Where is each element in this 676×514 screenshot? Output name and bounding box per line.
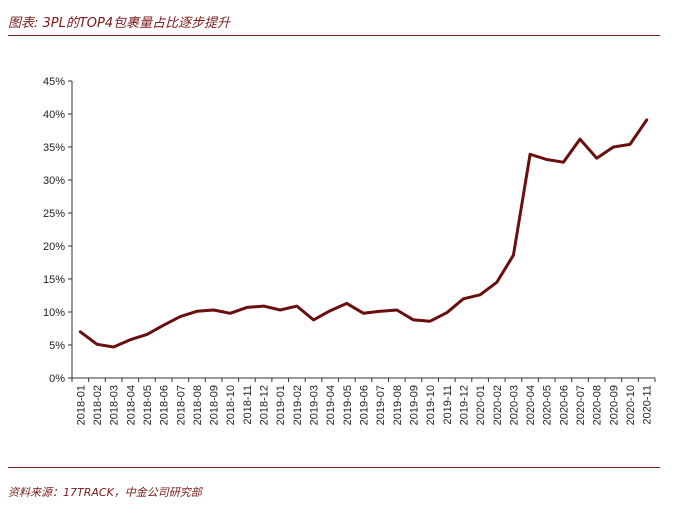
data-point: [445, 311, 448, 314]
x-tick-label: 2018-02: [92, 385, 104, 425]
x-tick-label: 2019-08: [392, 385, 404, 425]
x-tick-label: 2018-01: [75, 385, 87, 425]
x-tick-label: 2018-11: [242, 385, 254, 425]
x-tick-label: 2019-03: [309, 385, 321, 425]
x-tick-label: 2020-05: [542, 385, 554, 425]
x-tick-label: 2020-07: [575, 385, 587, 425]
x-tick-label: 2018-08: [192, 385, 204, 425]
x-tick-label: 2018-04: [125, 385, 137, 425]
y-tick-label: 35%: [43, 142, 65, 154]
data-point: [262, 304, 265, 308]
data-point: [378, 310, 382, 313]
y-axis: 0% 5% 10% 15% 20% 25% 30% 35% 40% 45%: [43, 76, 73, 385]
data-point: [528, 153, 532, 156]
x-tick-label: 2019-09: [408, 385, 420, 425]
x-tick-label: 2018-03: [109, 385, 121, 425]
source-divider: [8, 467, 660, 468]
line-chart: 0%5%10%15%20%25%30%35%40%45% 2018-01 2018…: [43, 76, 656, 425]
x-tick-label: 2020-01: [475, 385, 487, 425]
series-line-group: [78, 118, 649, 349]
x-tick-label: 2018-06: [159, 385, 171, 425]
data-point: [112, 345, 115, 349]
data-point: [295, 304, 299, 308]
x-tick-label: 2019-05: [342, 385, 354, 425]
data-point: [412, 318, 415, 322]
y-tick-label: 15%: [43, 274, 65, 286]
data-point: [362, 312, 365, 315]
data-point: [512, 254, 515, 257]
data-point: [395, 308, 399, 312]
x-tick-label: 2020-08: [592, 385, 604, 425]
title-divider: [8, 35, 660, 36]
data-point: [279, 308, 282, 312]
x-tick-label: 2019-11: [442, 385, 454, 425]
x-tick-label: 2019-07: [375, 385, 387, 425]
data-point: [345, 302, 349, 305]
x-tick-label: 2019-04: [325, 385, 337, 425]
x-tick-label: 2020-11: [642, 385, 654, 425]
data-point: [478, 293, 482, 297]
x-tick-label: 2018-07: [175, 385, 187, 425]
data-point: [195, 310, 199, 313]
y-tick-label: 5%: [49, 340, 65, 352]
x-tick-label: 2018-12: [259, 385, 271, 425]
x-tick-label: 2018-10: [225, 385, 237, 425]
data-point: [79, 330, 82, 333]
data-point: [595, 157, 598, 160]
y-tick-label: 30%: [43, 175, 65, 187]
source-note: 资料来源：17TRACK，中金公司研究部: [8, 486, 202, 499]
data-point: [245, 306, 249, 309]
data-point: [545, 158, 548, 161]
data-point: [562, 160, 565, 164]
x-tick-label: 2018-09: [209, 385, 221, 425]
x-tick-label: 2020-03: [508, 385, 520, 425]
y-tick-label: 25%: [43, 208, 65, 220]
data-point: [462, 297, 465, 300]
x-tick-label: 2018-05: [142, 385, 154, 425]
data-point: [495, 281, 498, 284]
y-tick-label: 20%: [43, 241, 65, 253]
x-tick-label: 2019-12: [458, 385, 470, 425]
x-tick-label: 2020-06: [558, 385, 570, 425]
chart-title: 图表: 3PL的TOP4包裹量占比逐步提升: [8, 16, 231, 31]
x-tick-label: 2020-09: [608, 385, 620, 425]
data-point: [428, 320, 432, 323]
data-point: [612, 145, 615, 149]
x-tick-label: 2019-01: [275, 385, 287, 425]
y-tick-label: 40%: [43, 109, 65, 121]
x-axis: 2018-01 2018-02 2018-03 2018-04 2018-05 2018-…: [71, 377, 656, 425]
y-tick-label: 45%: [43, 76, 65, 88]
y-tick-label: 0%: [49, 373, 65, 385]
x-tick-label: 2019-06: [359, 385, 371, 425]
data-point: [129, 338, 132, 341]
data-point: [179, 315, 182, 318]
data-point: [628, 143, 632, 146]
data-point: [328, 309, 332, 312]
data-point: [212, 308, 215, 312]
data-point: [162, 324, 165, 327]
data-point: [145, 333, 149, 336]
x-tick-label: 2020-04: [525, 385, 537, 425]
data-point: [645, 118, 648, 122]
x-tick-label: 2019-02: [292, 385, 304, 425]
data-point: [95, 343, 99, 346]
x-tick-label: 2019-10: [425, 385, 437, 425]
x-tick-label: 2020-02: [492, 385, 504, 425]
data-point: [229, 312, 232, 315]
x-tick-label: 2020-10: [625, 385, 637, 425]
data-point: [312, 318, 315, 322]
data-point: [578, 137, 582, 141]
y-tick-label: 10%: [43, 307, 65, 319]
